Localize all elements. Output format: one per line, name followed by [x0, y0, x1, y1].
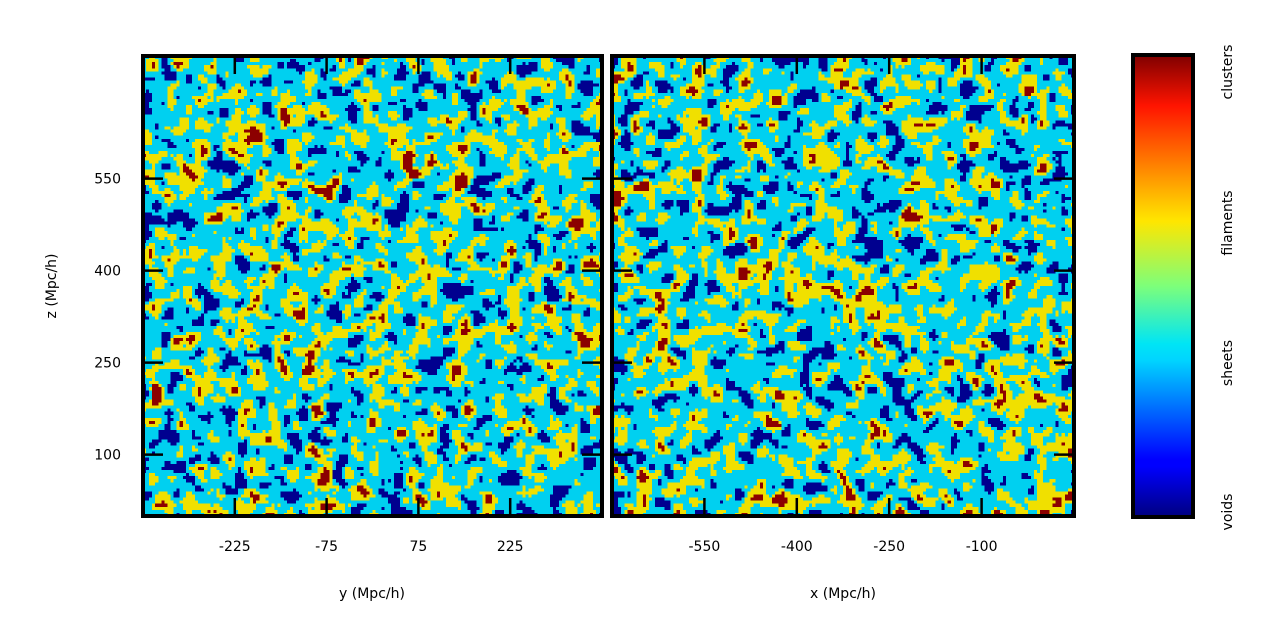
- right-xtick-label-1: -400: [781, 539, 813, 555]
- right-ticks: [612, 56, 1074, 516]
- colorbar-label-filaments: filaments: [1220, 190, 1236, 255]
- left-x-axis-label: y (Mpc/h): [339, 586, 405, 602]
- left-ytick-label-0: 100: [94, 448, 121, 464]
- left-xtick-label-1: -75: [315, 539, 338, 555]
- left-panel: [141, 54, 604, 518]
- right-classification-map: [612, 56, 1074, 516]
- left-ytick-label-2: 400: [94, 264, 121, 280]
- left-ytick-label-3: 550: [94, 172, 121, 188]
- right-panel-frame: [610, 54, 1076, 518]
- right-xtick-label-0: -550: [689, 539, 721, 555]
- tick-labels: -225 -75 75 225 100 250 400 550 -550 -400 -250 -100: [94, 172, 997, 555]
- y-axis-label: z (Mpc/h): [44, 254, 60, 319]
- left-xtick-label-3: 225: [497, 539, 524, 555]
- right-xtick-label-3: -100: [966, 539, 998, 555]
- colorbar-label-clusters: clusters: [1220, 45, 1236, 100]
- left-panel-frame: [141, 54, 604, 518]
- left-xtick-label-2: 75: [409, 539, 427, 555]
- colorbar: clusters filaments sheets voids: [1131, 45, 1236, 531]
- right-x-axis-label: x (Mpc/h): [810, 586, 876, 602]
- left-xtick-label-0: -225: [219, 539, 251, 555]
- right-panel: [610, 54, 1076, 518]
- right-xtick-label-2: -250: [873, 539, 905, 555]
- left-classification-map: [143, 56, 602, 516]
- colorbar-label-sheets: sheets: [1220, 340, 1236, 386]
- left-ytick-label-1: 250: [94, 356, 121, 372]
- left-ticks: [143, 56, 602, 516]
- colorbar-gradient: [1131, 53, 1195, 519]
- colorbar-label-voids: voids: [1220, 494, 1236, 531]
